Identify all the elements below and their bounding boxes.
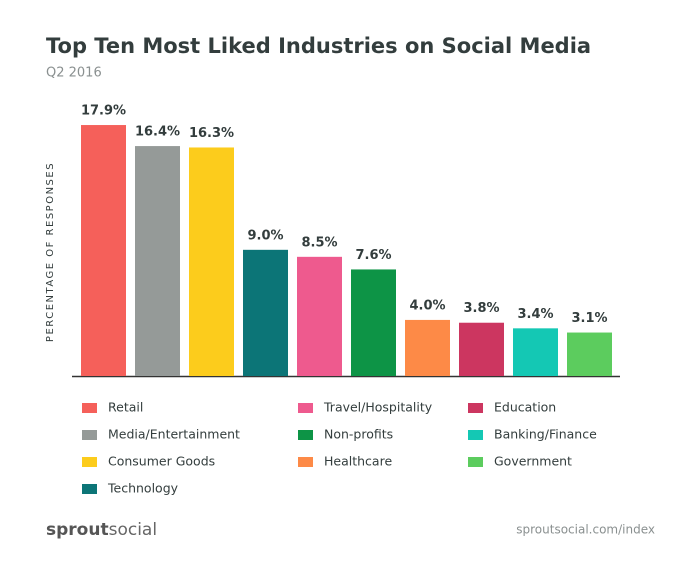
legend-label: Retail bbox=[108, 400, 143, 415]
bar bbox=[243, 249, 288, 376]
legend-swatch bbox=[82, 484, 97, 494]
legend-swatch bbox=[298, 457, 313, 467]
bar bbox=[567, 332, 612, 376]
legend-label: Travel/Hospitality bbox=[323, 400, 433, 415]
legend-label: Media/Entertainment bbox=[108, 427, 240, 442]
logo-light: social bbox=[109, 520, 157, 540]
value-label: 16.3% bbox=[189, 126, 234, 141]
bar bbox=[135, 146, 180, 376]
value-label: 3.1% bbox=[571, 311, 607, 326]
source: sproutsocial.com/index bbox=[516, 523, 655, 537]
legend-swatch bbox=[468, 457, 483, 467]
bar bbox=[405, 319, 450, 376]
value-label: 4.0% bbox=[409, 298, 445, 313]
y-axis-label: PERCENTAGE OF RESPONSES bbox=[45, 162, 56, 342]
bar bbox=[351, 269, 396, 376]
value-label: 9.0% bbox=[247, 228, 283, 243]
value-label: 7.6% bbox=[355, 248, 391, 263]
legend-swatch bbox=[82, 457, 97, 467]
bar bbox=[81, 125, 126, 377]
legend-label: Education bbox=[494, 400, 556, 415]
value-label: 3.4% bbox=[517, 307, 553, 322]
legend-label: Banking/Finance bbox=[494, 427, 597, 442]
legend-label: Non-profits bbox=[324, 427, 393, 442]
legend-swatch bbox=[298, 430, 313, 440]
value-label: 8.5% bbox=[301, 235, 337, 250]
legend-label: Government bbox=[494, 454, 572, 469]
legend-swatch bbox=[468, 430, 483, 440]
value-label: 17.9% bbox=[81, 104, 126, 119]
legend-swatch bbox=[298, 403, 313, 413]
chart-subtitle: Q2 2016 bbox=[46, 66, 102, 81]
legend-label: Technology bbox=[107, 481, 179, 496]
logo-bold: sprout bbox=[46, 520, 109, 540]
value-label: 16.4% bbox=[135, 125, 180, 140]
legend-label: Consumer Goods bbox=[108, 454, 215, 469]
bar bbox=[189, 147, 234, 376]
legend-swatch bbox=[82, 430, 97, 440]
value-label: 3.8% bbox=[463, 301, 499, 316]
legend-label: Healthcare bbox=[324, 454, 392, 469]
bar bbox=[513, 328, 558, 376]
chart-title: Top Ten Most Liked Industries on Social … bbox=[46, 34, 591, 58]
legend-swatch bbox=[468, 403, 483, 413]
legend-swatch bbox=[82, 403, 97, 413]
bar bbox=[297, 256, 342, 376]
bar bbox=[459, 322, 504, 376]
logo: sproutsocial bbox=[46, 520, 157, 540]
